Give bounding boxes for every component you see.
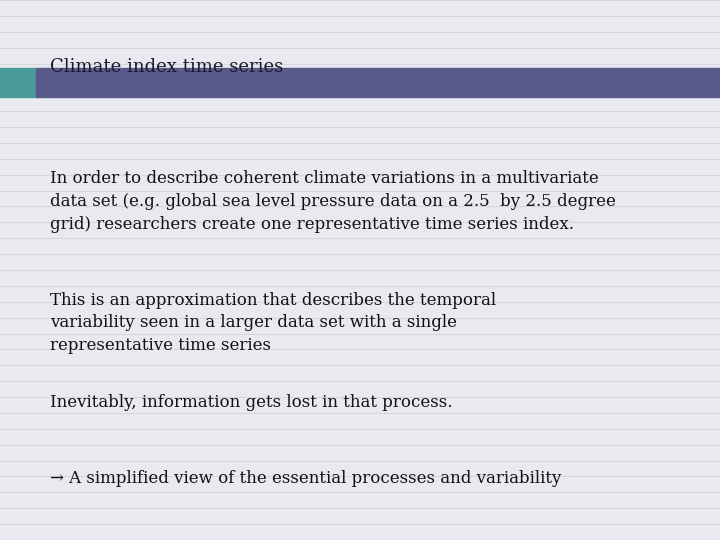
Text: → A simplified view of the essential processes and variability: → A simplified view of the essential pro… <box>50 470 562 487</box>
Text: This is an approximation that describes the temporal
variability seen in a large: This is an approximation that describes … <box>50 292 497 354</box>
Bar <box>0 68 36 97</box>
Text: Climate index time series: Climate index time series <box>50 58 284 76</box>
Text: In order to describe coherent climate variations in a multivariate
data set (e.g: In order to describe coherent climate va… <box>50 170 616 233</box>
Bar <box>36 68 720 97</box>
Text: Inevitably, information gets lost in that process.: Inevitably, information gets lost in tha… <box>50 394 453 411</box>
